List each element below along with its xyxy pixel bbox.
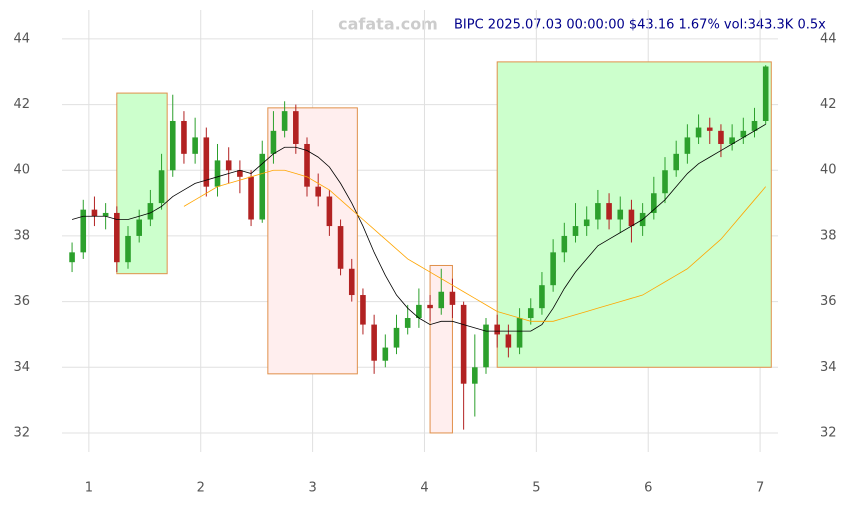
candle-body: [539, 285, 545, 309]
candle-body: [460, 304, 467, 384]
candle-body: [147, 203, 154, 220]
candle-body: [225, 160, 232, 171]
y-tick-label-right: 36: [820, 294, 837, 309]
candle-body: [695, 127, 702, 138]
candle-body: [438, 291, 445, 309]
candle-body: [371, 324, 377, 361]
candle-body: [281, 111, 288, 131]
candle-body: [527, 308, 534, 319]
candle-body: [393, 327, 400, 348]
candle-body: [718, 130, 724, 144]
y-tick-label: 36: [13, 294, 30, 309]
candle-body: [673, 153, 679, 171]
candle-body: [203, 137, 210, 187]
zone-box: [267, 107, 358, 375]
y-tick-label-right: 38: [820, 228, 837, 243]
candle-body: [494, 324, 500, 335]
moving-average: [183, 169, 766, 322]
candle-body: [472, 367, 478, 384]
candle-body: [561, 235, 568, 253]
x-tick-label: 1: [85, 481, 93, 496]
candle-body: [595, 203, 601, 220]
candle-body: [762, 66, 769, 121]
y-tick-label: 40: [13, 163, 30, 178]
candle-body: [572, 226, 579, 236]
y-tick-label: 38: [13, 228, 30, 243]
candle-body: [248, 176, 254, 220]
candle-body: [751, 120, 758, 131]
candle-body: [505, 334, 512, 348]
candle-body: [483, 324, 489, 368]
candle-body: [91, 209, 98, 217]
candle-body: [729, 137, 735, 144]
candle-body: [214, 160, 221, 187]
candle-body: [114, 212, 120, 263]
zone-box: [429, 264, 453, 434]
candle-body: [360, 295, 366, 325]
y-tick-label-right: 44: [820, 31, 837, 46]
x-tick-label: 7: [756, 481, 764, 496]
chart-title: BIPC 2025.07.03 00:00:00 $43.16 1.67% vo…: [454, 18, 826, 33]
candle-body: [404, 318, 411, 328]
candle-body: [125, 235, 131, 263]
candle-body: [315, 186, 321, 197]
x-tick-label: 2: [197, 481, 205, 496]
watermark: cafata.com: [338, 15, 438, 34]
candle-body: [102, 212, 109, 217]
candle-body: [550, 252, 556, 286]
y-tick-label-right: 40: [820, 163, 837, 178]
candle-body: [237, 170, 243, 177]
candle-body: [348, 268, 355, 296]
candle-body: [617, 209, 624, 220]
candle-body: [169, 120, 176, 171]
candle-body: [651, 193, 657, 213]
moving-average: [71, 123, 766, 332]
candle-body: [259, 153, 266, 220]
candle-body: [136, 219, 142, 236]
candle-body: [192, 137, 198, 154]
y-tick-label: 44: [13, 31, 30, 46]
x-tick-label: 3: [308, 481, 316, 496]
candle-body: [69, 252, 75, 263]
candle-body: [606, 203, 612, 220]
x-tick-label: 4: [420, 481, 428, 496]
x-tick-label: 6: [644, 481, 652, 496]
x-tick-label: 5: [532, 481, 540, 496]
candle-body: [326, 196, 333, 227]
candle-body: [293, 111, 299, 144]
candle-body: [740, 130, 747, 138]
candle-body: [337, 226, 344, 269]
candle-body: [662, 170, 668, 194]
candle-body: [628, 209, 635, 227]
candle-body: [449, 291, 456, 305]
candle-body: [304, 143, 310, 187]
y-tick-label: 42: [13, 97, 30, 112]
candle-body: [516, 318, 523, 348]
candle-body: [270, 130, 277, 154]
y-tick-label: 34: [13, 360, 30, 375]
candle-body: [684, 137, 691, 154]
candle-body: [416, 304, 422, 319]
candle-body: [706, 127, 713, 131]
candle-body: [158, 170, 165, 204]
y-tick-label-right: 34: [820, 360, 837, 375]
candle-body: [80, 209, 87, 253]
y-tick-label: 32: [13, 425, 30, 440]
y-tick-label-right: 42: [820, 97, 837, 112]
candle-body: [427, 304, 433, 309]
candle-body: [181, 120, 187, 154]
candle-body: [382, 347, 389, 361]
candle-body: [583, 219, 590, 227]
y-tick-label-right: 32: [820, 425, 837, 440]
